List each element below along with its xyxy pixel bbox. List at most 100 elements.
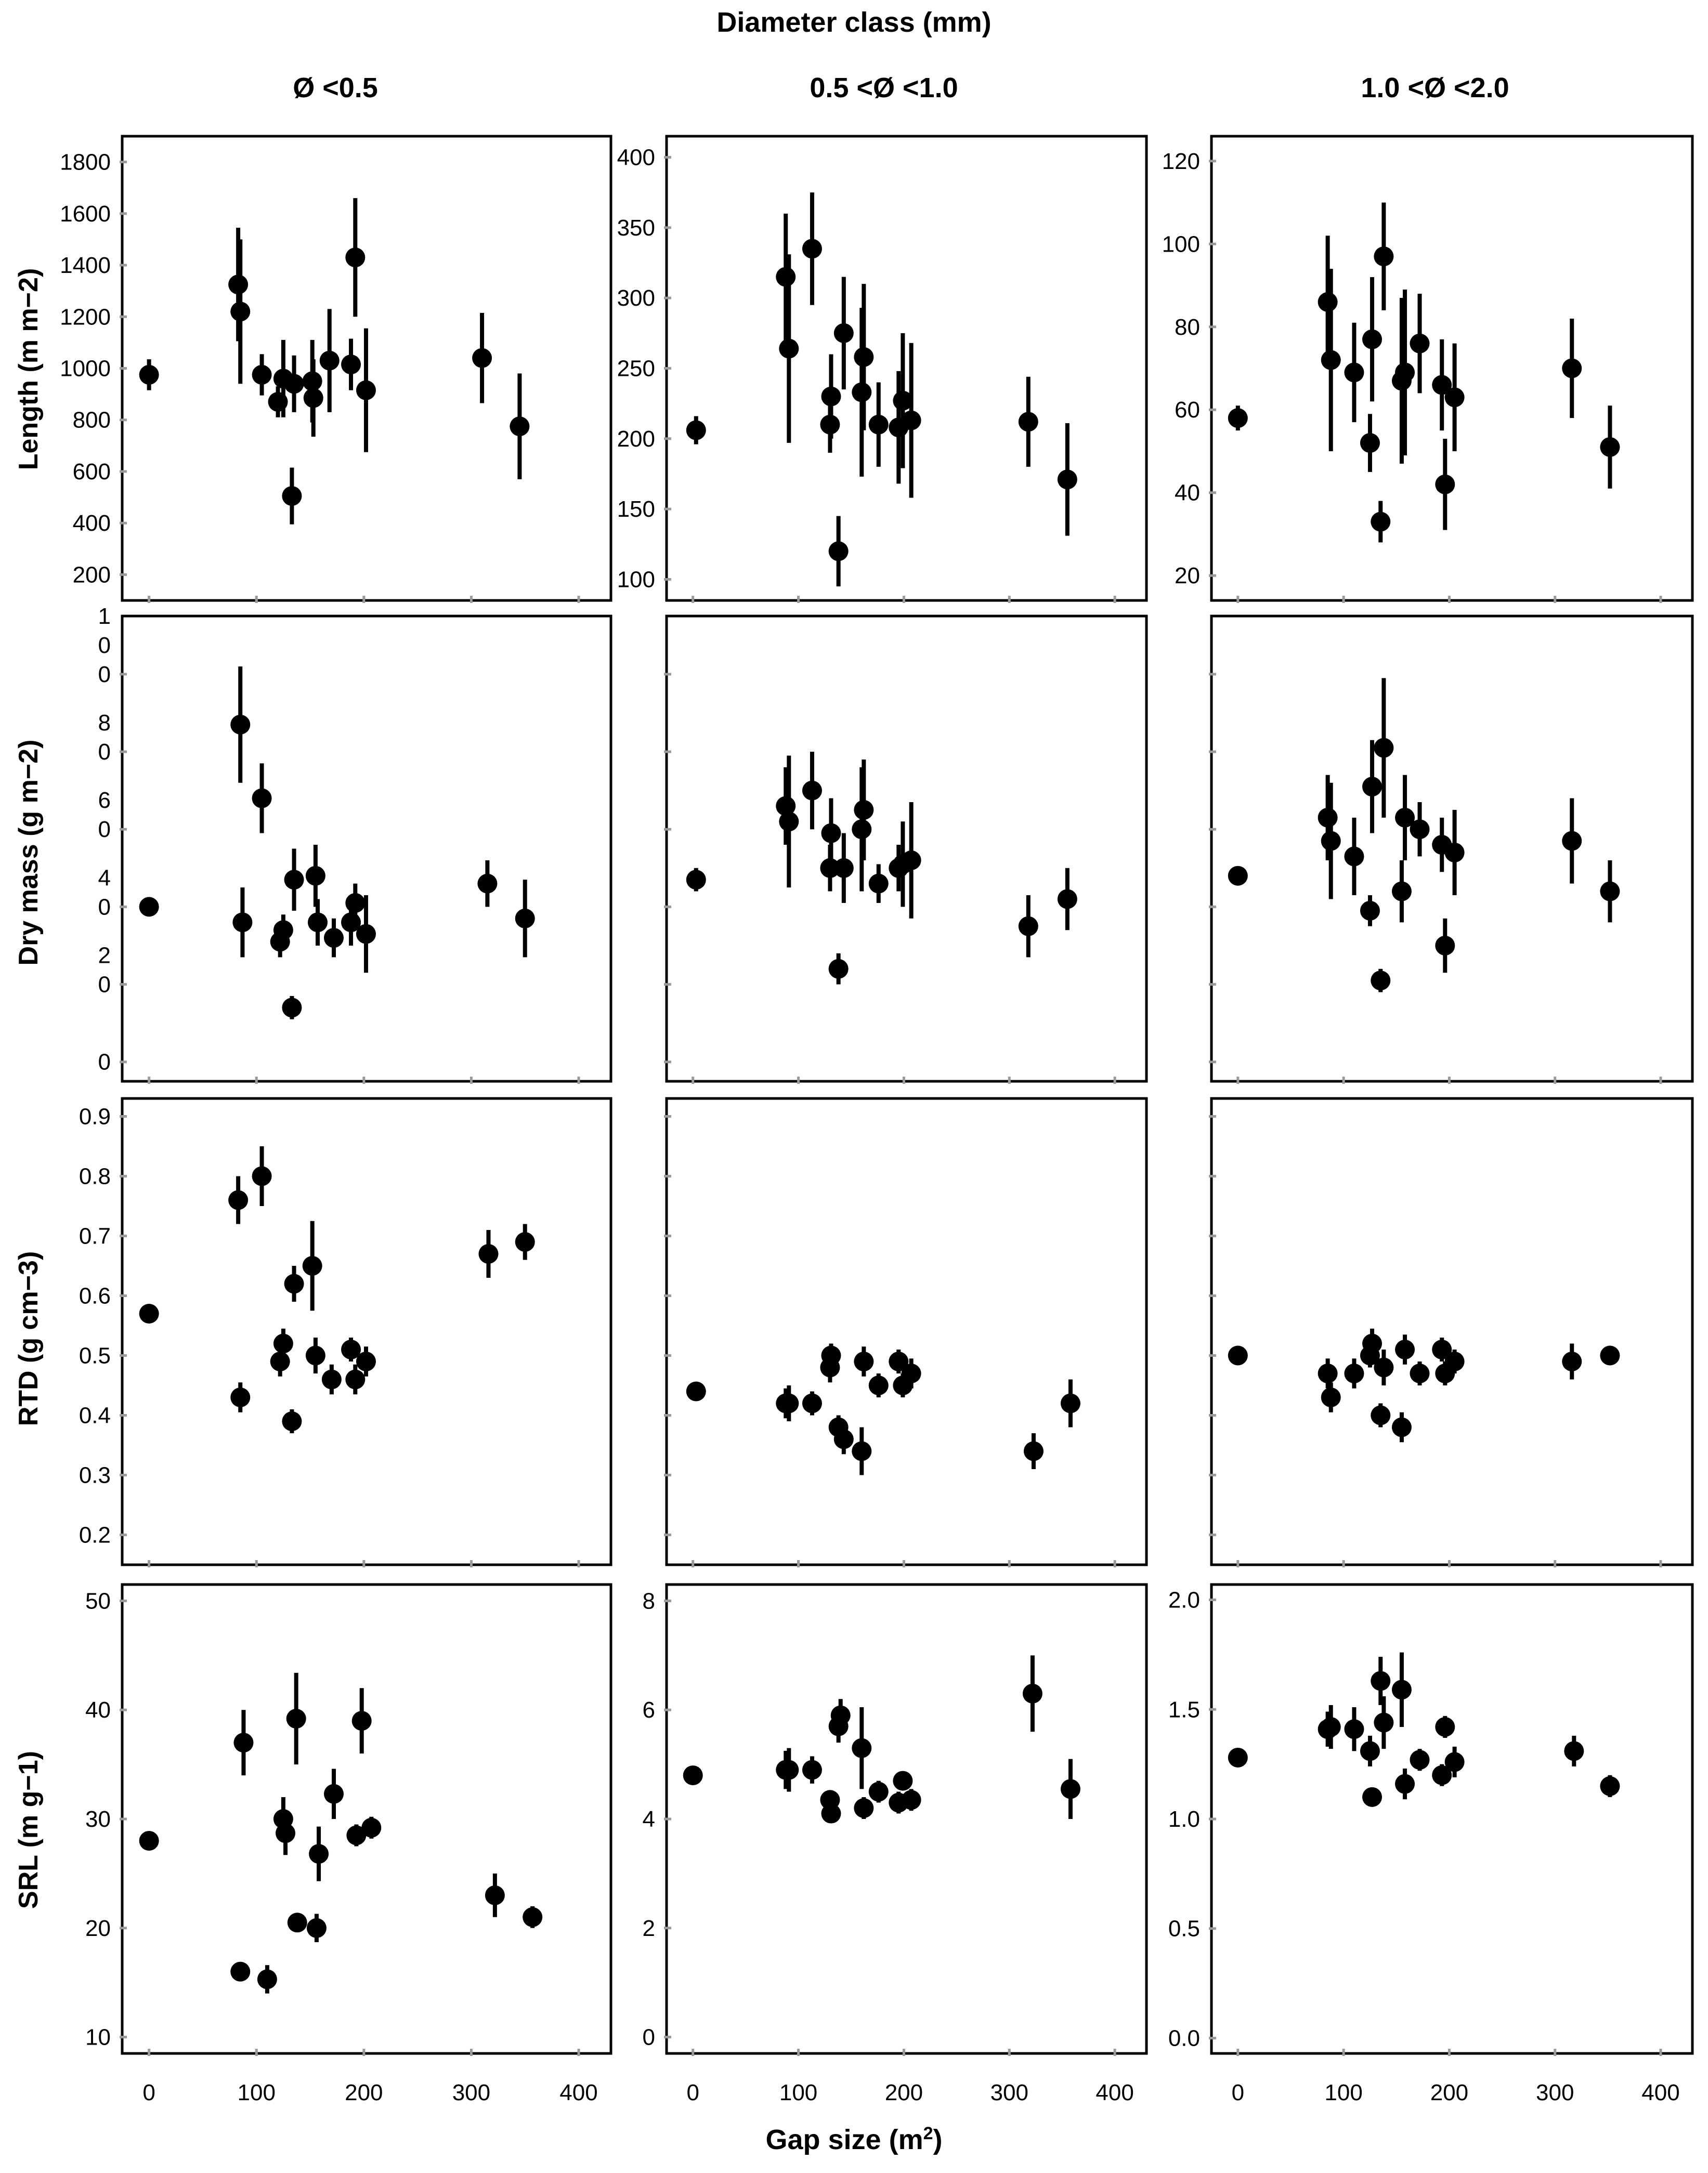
x-tick-label: 400	[559, 2080, 597, 2105]
data-point	[779, 1393, 799, 1413]
data-point	[228, 274, 249, 295]
data-point	[1395, 807, 1415, 828]
data-point	[321, 1369, 342, 1390]
data-point	[821, 1803, 841, 1824]
panel-frame	[121, 614, 612, 1083]
data-point	[1321, 350, 1341, 370]
y-tick-label: 0	[98, 1050, 111, 1075]
panel-frame	[665, 1583, 1148, 2055]
data-point	[1360, 900, 1380, 921]
x-tick-label: 300	[1536, 2080, 1574, 2105]
y-tick-label: 40	[85, 1697, 111, 1723]
data-point	[1362, 329, 1383, 349]
data-point	[323, 1784, 344, 1804]
data-point	[305, 1345, 325, 1366]
x-tick-label: 100	[779, 2080, 817, 2105]
data-point	[1374, 1357, 1394, 1378]
data-point	[828, 959, 849, 979]
data-point	[356, 924, 376, 944]
data-point	[282, 1411, 302, 1431]
data-point	[1391, 1680, 1412, 1700]
data-point	[252, 1166, 272, 1186]
data-point	[854, 347, 874, 367]
data-point	[828, 541, 849, 561]
data-point	[852, 1441, 872, 1461]
panel-frame	[1210, 135, 1694, 602]
y-tick-label: 0.4	[79, 1403, 111, 1429]
panel-frame	[121, 1583, 612, 2055]
panel-frame	[665, 1097, 1148, 1566]
data-point	[341, 355, 361, 375]
panel-r2-c1: 0 2 0 4 0 6 0 8 0 1 0 0	[98, 604, 612, 1084]
data-point	[852, 819, 872, 840]
panel-frame	[1210, 614, 1694, 1083]
data-point	[284, 870, 304, 890]
data-point	[1600, 1776, 1620, 1796]
y-tick-label: 100	[1162, 231, 1200, 257]
data-point	[361, 1817, 382, 1838]
data-point	[284, 374, 304, 394]
y-tick-label: 200	[617, 426, 655, 452]
data-point	[1444, 1752, 1465, 1772]
data-point	[515, 1232, 535, 1252]
data-point	[1060, 1393, 1080, 1413]
y-tick-label: 2	[98, 943, 111, 968]
x-tick-label: 200	[1430, 2080, 1468, 2105]
data-point	[139, 1830, 159, 1851]
data-point	[341, 1340, 361, 1359]
data-point	[1018, 916, 1038, 936]
y-tick-label: 1.5	[1168, 1697, 1200, 1722]
y-tick-label: 150	[617, 496, 655, 522]
data-point	[854, 1352, 874, 1371]
data-point	[901, 1364, 921, 1383]
data-point	[230, 714, 251, 735]
data-point	[893, 1771, 913, 1791]
data-point	[1228, 866, 1248, 886]
data-point	[686, 870, 706, 890]
data-point	[852, 1738, 872, 1758]
data-point	[346, 1825, 367, 1845]
x-tick-label: 400	[1096, 2080, 1133, 2105]
data-point	[1395, 1340, 1415, 1359]
data-point	[306, 1918, 327, 1938]
data-point	[305, 866, 325, 886]
data-point	[893, 390, 913, 411]
data-point	[686, 1381, 706, 1402]
x-axis-title: Gap size (m2)	[0, 2124, 1708, 2156]
data-point	[1432, 1340, 1452, 1359]
data-point	[1022, 1683, 1042, 1704]
data-point	[779, 338, 799, 359]
data-point	[1057, 469, 1077, 490]
data-point	[510, 416, 530, 437]
data-point	[833, 1429, 854, 1449]
data-point	[257, 1969, 277, 1989]
data-point	[802, 239, 822, 259]
data-point	[1362, 1333, 1383, 1354]
data-point	[515, 908, 535, 928]
panel-frame	[1210, 1583, 1694, 2055]
data-point	[345, 1369, 366, 1390]
data-point	[1318, 1364, 1338, 1383]
y-tick-label: 1200	[60, 304, 111, 330]
x-axis-title-sup: 2	[923, 2124, 933, 2143]
data-point	[1435, 1717, 1455, 1737]
y-tick-label: 0	[643, 2025, 655, 2050]
column-title-1: Ø <0.5	[293, 72, 378, 103]
panel-r4-c1: 0 100 200 300 400 10 20 30 40 50	[85, 1583, 612, 2105]
data-point	[1562, 358, 1582, 378]
data-point	[1344, 362, 1364, 383]
data-point	[139, 897, 159, 917]
data-point	[308, 912, 328, 933]
x-tick-label: 0	[686, 2080, 699, 2105]
data-point	[286, 1709, 306, 1729]
data-point	[282, 998, 302, 1018]
data-point	[901, 410, 921, 430]
x-axis-title-prefix: Gap size (m	[765, 2124, 923, 2155]
x-tick-label: 100	[238, 2080, 276, 2105]
data-point	[273, 920, 293, 940]
data-point	[1228, 408, 1248, 428]
data-point	[802, 1760, 822, 1780]
data-point	[351, 1711, 372, 1731]
y-tick-label: 20	[85, 1916, 111, 1941]
